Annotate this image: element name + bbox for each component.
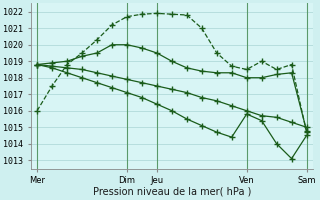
X-axis label: Pression niveau de la mer( hPa ): Pression niveau de la mer( hPa ) bbox=[93, 187, 251, 197]
